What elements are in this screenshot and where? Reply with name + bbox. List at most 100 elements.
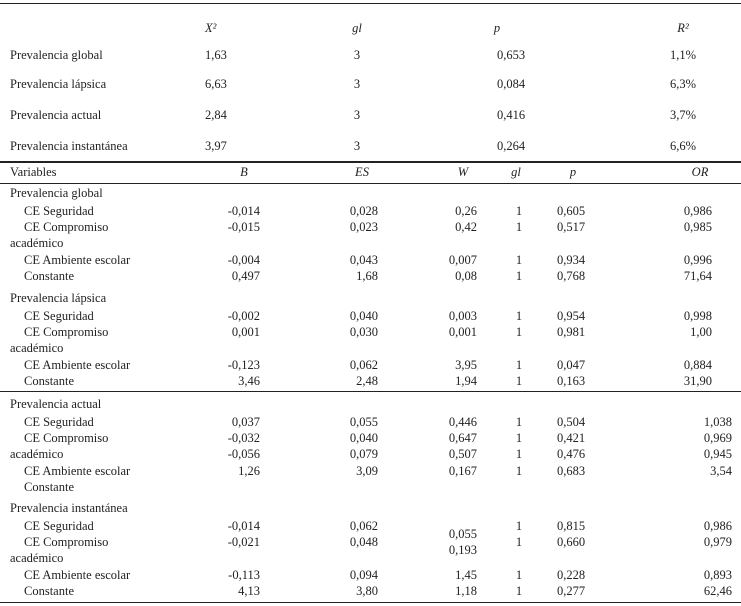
w-value: 0,26 xyxy=(455,204,477,218)
es-value: 0,023 xyxy=(349,220,378,234)
w-value: 0,193 xyxy=(448,543,477,557)
b-value: -0,015 xyxy=(227,220,260,234)
summary-cell: 6,6% xyxy=(669,139,697,153)
variable-label: Constante xyxy=(24,269,74,283)
p-value: 0,660 xyxy=(557,535,586,549)
w-value: 0,08 xyxy=(455,269,477,283)
p-value: 0,954 xyxy=(557,309,586,323)
b-value: -0,021 xyxy=(227,535,260,549)
p-value: 0,815 xyxy=(557,519,586,533)
summary-cell: 3 xyxy=(353,139,361,153)
b-value: -0,113 xyxy=(228,568,260,582)
variable-label: académico xyxy=(10,236,64,250)
es-value: 0,062 xyxy=(349,519,378,533)
summary-header-cell: gl xyxy=(352,21,362,35)
es-value: 0,094 xyxy=(349,568,378,582)
summary-row-label: Prevalencia lápsica xyxy=(10,77,107,91)
es-value: 3,80 xyxy=(356,584,378,598)
variable-label: CE Ambiente escolar xyxy=(24,253,131,267)
es-value: 3,09 xyxy=(356,464,378,478)
b-value: -0,004 xyxy=(227,253,260,267)
section-title: Prevalencia instantánea xyxy=(10,501,128,515)
b-value: -0,014 xyxy=(227,519,260,533)
section-rule xyxy=(0,161,741,163)
es-value: 0,040 xyxy=(349,309,378,323)
or-value: 0,969 xyxy=(703,431,732,445)
summary-cell: 0,264 xyxy=(497,139,526,153)
section-title: Prevalencia actual xyxy=(10,397,102,411)
or-value: 0,986 xyxy=(703,519,732,533)
regression-header-cell: OR xyxy=(691,165,709,179)
or-value: 1,038 xyxy=(703,415,732,429)
variable-label: académico xyxy=(10,447,64,461)
b-value: -0,056 xyxy=(227,447,260,461)
summary-row-label: Prevalencia instantánea xyxy=(10,139,128,153)
regression-header-cell: gl xyxy=(511,165,521,179)
w-value: 1,18 xyxy=(455,584,477,598)
w-value: 3,95 xyxy=(455,358,477,372)
or-value: 0,893 xyxy=(703,568,732,582)
summary-cell: 6,63 xyxy=(205,77,227,91)
p-value: 0,421 xyxy=(557,431,586,445)
summary-cell: 3 xyxy=(353,48,361,62)
p-value: 0,047 xyxy=(557,358,586,372)
es-value: 0,043 xyxy=(349,253,378,267)
regression-header-cell: B xyxy=(240,165,248,179)
b-value: 1,26 xyxy=(238,464,260,478)
variable-label: académico xyxy=(10,341,64,355)
w-value: 0,001 xyxy=(448,325,477,339)
summary-cell: 0,084 xyxy=(497,77,526,91)
p-value: 0,934 xyxy=(557,253,586,267)
summary-cell: 0,653 xyxy=(497,48,526,62)
summary-header-cell: X² xyxy=(205,21,217,35)
es-value: 2,48 xyxy=(356,374,378,388)
bottom-rule xyxy=(0,602,741,603)
summary-row-label: Prevalencia global xyxy=(10,48,103,62)
p-value: 0,683 xyxy=(557,464,586,478)
b-value: 0,497 xyxy=(231,269,260,283)
gl-value: 1 xyxy=(515,309,523,323)
or-value: 0,998 xyxy=(683,309,712,323)
variable-label: CE Compromiso xyxy=(24,220,109,234)
regression-header-cell: Variables xyxy=(10,165,57,179)
gl-value: 1 xyxy=(515,325,523,339)
gl-value: 1 xyxy=(515,447,523,461)
p-value: 0,277 xyxy=(557,584,586,598)
top-rule xyxy=(0,3,741,4)
gl-value: 1 xyxy=(515,358,523,372)
or-value: 0,985 xyxy=(683,220,712,234)
summary-cell: 2,84 xyxy=(205,108,227,122)
variable-label: CE Seguridad xyxy=(24,204,94,218)
variable-label: Constante xyxy=(24,584,74,598)
w-value: 1,94 xyxy=(455,374,477,388)
variable-label: CE Seguridad xyxy=(24,519,94,533)
regression-header-cell: ES xyxy=(355,165,369,179)
p-value: 0,476 xyxy=(557,447,586,461)
b-value: 0,037 xyxy=(231,415,260,429)
summary-cell: 1,1% xyxy=(669,48,697,62)
or-value: 0,945 xyxy=(703,447,732,461)
b-value: 3,46 xyxy=(238,374,260,388)
gl-value: 1 xyxy=(515,464,523,478)
p-value: 0,228 xyxy=(557,568,586,582)
variable-label: CE Seguridad xyxy=(24,415,94,429)
header-rule xyxy=(0,183,741,184)
or-value: 3,54 xyxy=(710,464,732,478)
w-value: 0,507 xyxy=(448,447,477,461)
or-value: 0,884 xyxy=(683,358,712,372)
p-value: 0,768 xyxy=(557,269,586,283)
variable-label: CE Ambiente escolar xyxy=(24,464,131,478)
es-value: 0,079 xyxy=(349,447,378,461)
summary-cell: 3 xyxy=(353,108,361,122)
section-title: Prevalencia lápsica xyxy=(10,291,107,305)
variable-label: CE Seguridad xyxy=(24,309,94,323)
es-value: 1,68 xyxy=(356,269,378,283)
or-value: 0,979 xyxy=(703,535,732,549)
b-value: -0,032 xyxy=(227,431,260,445)
w-value: 0,007 xyxy=(448,253,477,267)
w-value: 0,055 xyxy=(448,527,477,541)
gl-value: 1 xyxy=(515,431,523,445)
w-value: 0,42 xyxy=(455,220,477,234)
variable-label: CE Compromiso xyxy=(24,325,109,339)
or-value: 0,996 xyxy=(683,253,712,267)
